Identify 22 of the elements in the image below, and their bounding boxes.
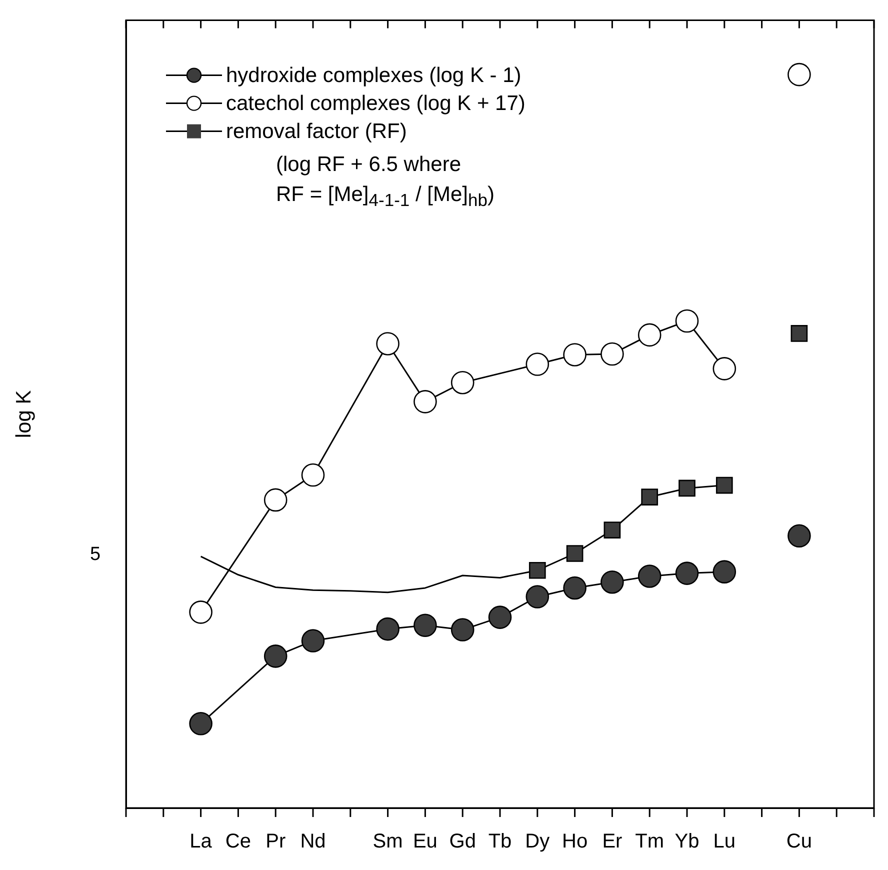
x-tick-label: Tm [635,830,664,853]
x-tick-label: Pr [266,830,286,853]
x-tick-label: Sm [372,830,403,853]
x-tick-label: Yb [674,830,700,853]
x-tick-label: Er [602,830,623,853]
annotation: (log RF + 6.5 where [276,152,462,178]
legend-label: catechol complexes (log K + 17) [226,92,526,116]
x-tick-label: Eu [412,830,438,853]
legend-label: removal factor (RF) [226,120,407,144]
x-tick-label: Cu [786,830,812,853]
legend-label: hydroxide complexes (log K - 1) [226,64,522,88]
x-tick-label: Tb [488,830,512,853]
y-axis-title: log K [12,390,36,438]
x-tick-label: Ho [562,830,588,853]
x-tick-label: Ce [225,830,251,853]
x-tick-label: Lu [713,830,736,853]
x-tick-label: Nd [300,830,326,853]
x-tick-label: Gd [449,830,476,853]
annotation: RF = [Me]$_{4-1-1}$ / [Me]$_{hb}$) [276,182,494,212]
text: 5 [90,544,101,566]
x-tick-label: La [190,830,213,853]
x-tick-label: Dy [525,830,550,853]
